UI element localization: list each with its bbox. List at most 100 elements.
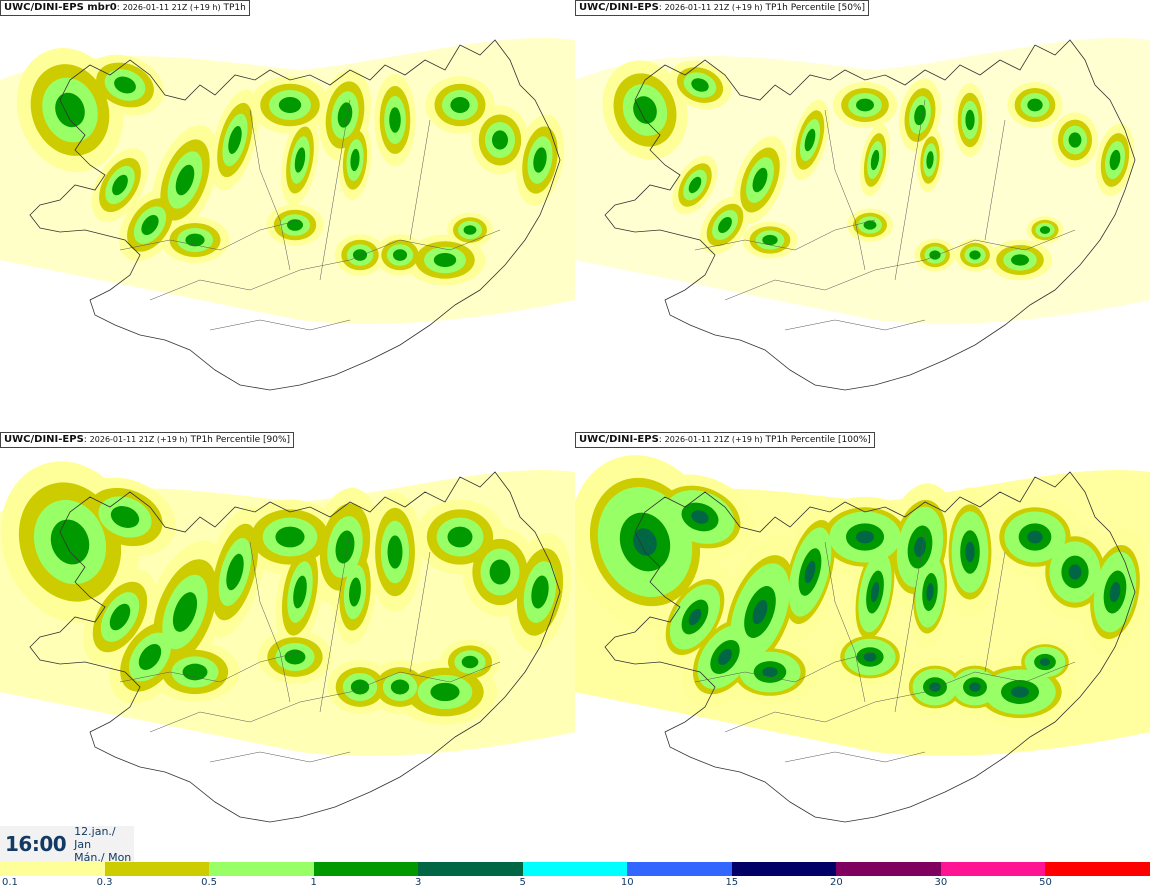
map-panel-p50: UWC/DINI-EPS: 2026-01-11 21Z (+19 h) TP1…	[575, 0, 1150, 432]
precipitation-area	[350, 679, 370, 695]
precipitation-area	[969, 250, 981, 260]
precipitation-area	[492, 130, 508, 150]
precipitation-area	[389, 107, 401, 133]
precipitation-colorbar	[0, 862, 1150, 876]
precipitation-area	[929, 682, 941, 692]
precipitation-area	[804, 560, 816, 584]
precipitation-area	[926, 583, 934, 601]
colorbar-tick-label: 0.5	[201, 877, 218, 888]
colorbar-ticks: 0.1 0.3 0.5 1 3 5 10 15 20 30 50	[0, 876, 1150, 891]
precipitation-area	[392, 249, 408, 261]
colorbar-segment	[1045, 862, 1150, 876]
valid-date-line1: 12.jan./ Jan	[74, 824, 116, 851]
precipitation-area	[752, 599, 768, 625]
colorbar-tick-label: 5	[519, 877, 526, 888]
precipitation-area	[1027, 530, 1043, 544]
precipitation-area	[1109, 581, 1121, 603]
precipitation-area	[112, 174, 128, 196]
map-panel-p90: UWC/DINI-EPS: 2026-01-11 21Z (+19 h) TP1…	[0, 432, 575, 864]
precipitation-area	[718, 649, 732, 665]
colorbar-segment	[418, 862, 523, 876]
precipitation-area	[294, 147, 306, 173]
colorbar-segment	[522, 862, 628, 876]
precipitation-area	[1039, 658, 1051, 666]
precipitation-area	[185, 233, 205, 247]
colorbar-segment	[836, 862, 941, 876]
precipitation-area	[1068, 132, 1082, 148]
precipitation-area	[110, 506, 140, 528]
precipitation-area	[1011, 686, 1029, 698]
valid-time-box: 16:00 12.jan./ Jan Mán./ Mon	[0, 825, 134, 864]
precipitation-area	[109, 603, 131, 631]
precipitation-area	[226, 553, 244, 591]
valid-time-clock: 16:00	[5, 832, 67, 856]
precipitation-area	[387, 535, 403, 569]
precipitation-area	[856, 530, 874, 544]
precipitation-area	[926, 151, 934, 169]
precipitation-area	[463, 225, 477, 235]
precipitation-map	[575, 432, 1150, 864]
precipitation-area	[929, 250, 941, 260]
precipitation-area	[762, 666, 778, 678]
colorbar-tick-label: 10	[620, 877, 634, 888]
precipitation-area	[752, 167, 768, 193]
valid-time-date: 12.jan./ Jan Mán./ Mon	[74, 825, 134, 864]
precipitation-area	[287, 219, 303, 231]
colorbar-segment	[0, 862, 105, 876]
precipitation-area	[349, 577, 361, 607]
precipitation-area	[293, 575, 307, 609]
precipitation-area	[138, 643, 162, 671]
panel-title: UWC/DINI-EPS: 2026-01-11 21Z (+19 h) TP1…	[575, 432, 875, 448]
precipitation-area	[688, 176, 702, 194]
precipitation-area	[531, 575, 549, 609]
valid-date-line2: Mán./ Mon	[74, 850, 132, 864]
precipitation-area	[863, 220, 877, 230]
precipitation-area	[863, 652, 877, 662]
precipitation-area	[856, 98, 874, 112]
precipitation-area	[691, 510, 709, 524]
precipitation-area	[335, 530, 355, 564]
colorbar-tick-label: 3	[414, 877, 422, 888]
precipitation-area	[461, 655, 479, 669]
precipitation-area	[1109, 149, 1121, 171]
panel-title: UWC/DINI-EPS mbr0: 2026-01-11 21Z (+19 h…	[0, 0, 250, 16]
colorbar-tick-label: 30	[934, 877, 948, 888]
precipitation-area	[489, 559, 511, 585]
precipitation-area	[870, 149, 880, 171]
precipitation-area	[172, 592, 198, 632]
precipitation-area	[633, 528, 657, 556]
colorbar-segment	[940, 862, 1046, 876]
colorbar-segment	[209, 862, 314, 876]
precipitation-area	[350, 148, 360, 172]
precipitation-area	[914, 104, 926, 126]
precipitation-area	[969, 682, 981, 692]
precipitation-area	[114, 76, 136, 94]
precipitation-area	[688, 608, 702, 626]
precipitation-area	[450, 97, 470, 113]
precipitation-area	[804, 128, 816, 152]
precipitation-area	[965, 541, 975, 563]
colorbar-segment	[104, 862, 210, 876]
precipitation-area	[1068, 564, 1082, 580]
precipitation-area	[914, 536, 926, 558]
colorbar-segment	[313, 862, 419, 876]
precipitation-area	[275, 526, 305, 548]
precipitation-area	[447, 526, 473, 548]
precipitation-area	[762, 234, 778, 246]
precipitation-area	[175, 164, 195, 196]
precipitation-area	[430, 682, 460, 702]
precipitation-area	[182, 663, 208, 681]
precipitation-map	[575, 0, 1150, 432]
precipitation-area	[278, 97, 302, 113]
precipitation-area	[390, 679, 410, 695]
precipitation-area	[1027, 98, 1043, 112]
colorbar-tick-label: 0.1	[2, 877, 18, 888]
precipitation-map	[0, 0, 575, 432]
colorbar-tick-label: 50	[1039, 877, 1052, 888]
precipitation-map	[0, 432, 575, 864]
precipitation-area	[433, 252, 457, 268]
colorbar-segment	[627, 862, 732, 876]
precipitation-area	[352, 249, 368, 261]
colorbar-tick-label: 1	[310, 877, 317, 888]
precipitation-area	[141, 214, 159, 236]
